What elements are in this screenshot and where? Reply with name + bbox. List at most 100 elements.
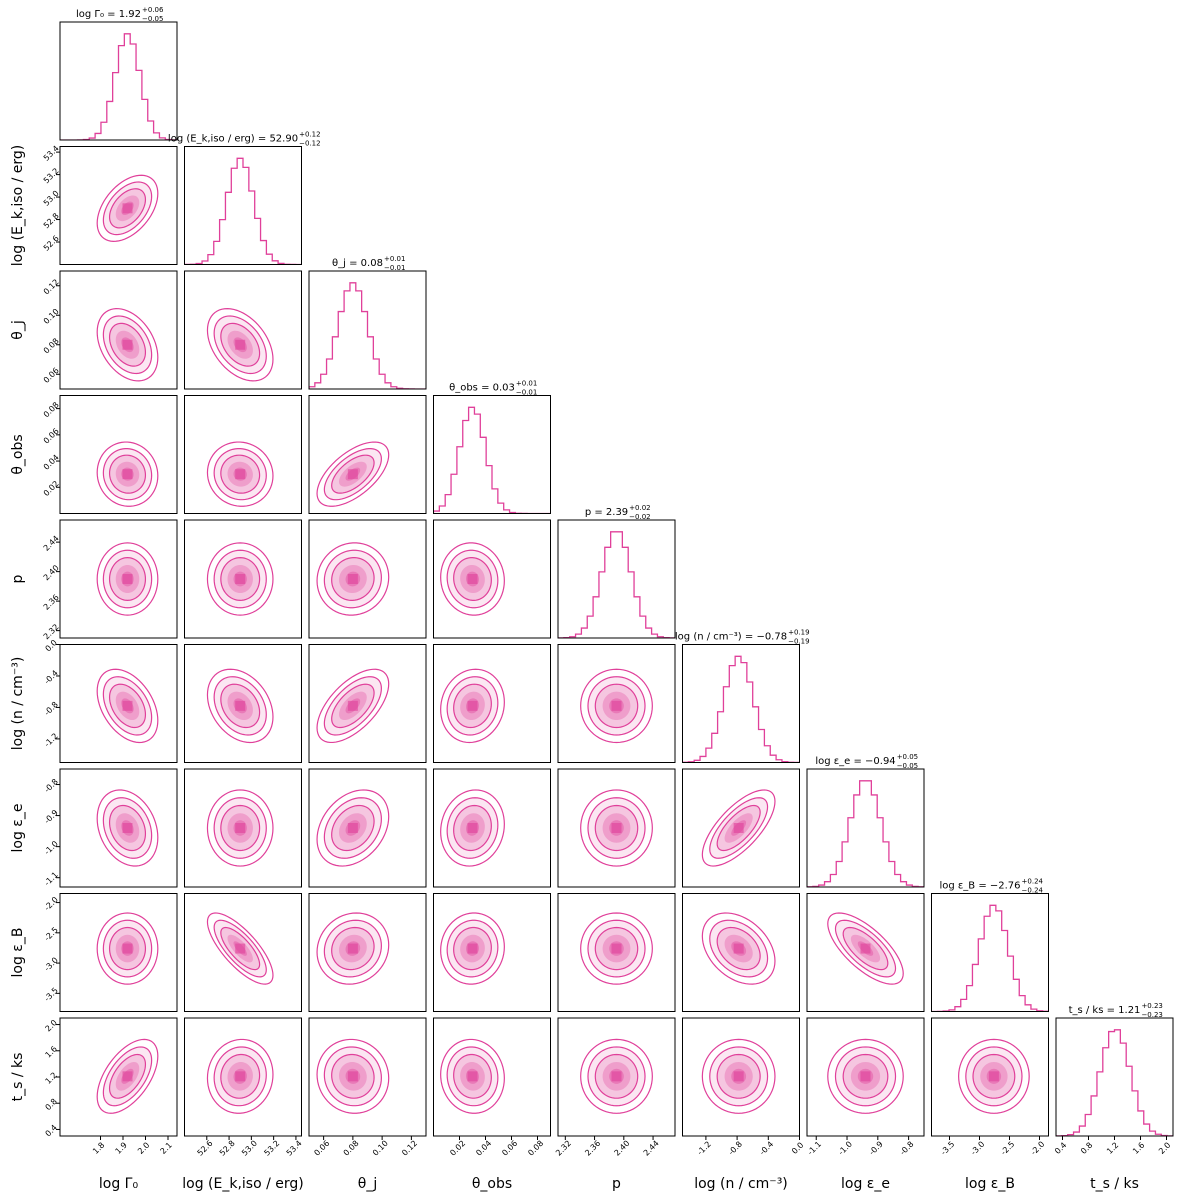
y-tick-label-8-4: 2.0 [44,1018,59,1033]
panel-6-1 [184,768,302,888]
contour-7-3-0 [440,912,505,985]
y-tick-label-5-1: -0.8 [43,700,60,717]
y-tick-label-1-0: 52.6 [42,234,61,253]
panel-frame-7-1 [184,893,302,1012]
y-tick-label-7-1: -3.0 [43,956,60,973]
panel-frame-8-7 [931,1017,1049,1137]
contour-6-3-0 [440,789,505,867]
density-peak-8-1 [235,1071,246,1082]
density-peak-3-2 [347,469,358,480]
panel-8-5: -1.2 -0.8 -0.4 0.0 [682,1017,805,1157]
y-tick-label-3-0: 0.02 [42,479,61,498]
x-tick-label-0-3: 2.1 [159,1141,174,1156]
panel-5-2 [308,644,427,763]
contour-3-0-0 [96,441,159,507]
x-tick-label-0-2: 2.0 [136,1141,151,1156]
x-axis-label-5: log (n / cm⁻³) [694,1176,788,1192]
x-tick-label-3-1: 0.04 [474,1139,493,1158]
density-peak-6-5 [733,823,744,833]
x-tick-label-8-3: 1.6 [1131,1141,1146,1156]
param-err-minus-7: −0.24 [1022,887,1044,895]
y-tick-label-2-3: 0.12 [42,278,61,297]
contour-6-4-0 [580,789,653,867]
x-tick-label-4-3: 2.44 [642,1139,661,1158]
panel-frame-8-8 [1055,1017,1174,1137]
panel-6-6: log ε_e = −0.94 +0.05−0.05 [806,753,925,888]
y-tick-label-1-1: 52.8 [42,211,61,230]
histogram-5 [682,655,800,763]
panel-7-7: log ε_B = −2.76 +0.24−0.24 [931,878,1049,1012]
panel-6-3 [433,768,551,888]
panel-7-0: -3.5 -3.0 -2.5 -2.0 [43,893,178,1012]
panel-8-7: -3.5 -3.0 -2.5 -2.0 [931,1017,1049,1157]
y-axis-label-4: p [10,574,26,583]
contour-8-3-0 [440,1038,505,1114]
x-tick-label-3-0: 0.02 [448,1139,467,1158]
param-err-plus-3: +0.01 [516,380,537,388]
density-peak-7-3 [467,943,478,954]
param-err-minus-5: −0.19 [788,638,809,646]
density-peak-8-3 [467,1071,478,1082]
param-err-minus-8: −0.23 [1141,1011,1162,1019]
density-peak-8-2 [347,1071,358,1082]
y-tick-label-4-1: 2.36 [42,593,61,612]
density-peak-7-0 [122,943,133,954]
y-tick-label-4-3: 2.44 [42,534,61,553]
y-tick-label-8-2: 1.2 [44,1071,59,1086]
density-peak-8-0 [122,1071,133,1082]
density-peak-5-2 [347,700,358,711]
x-tick-label-8-2: 1.2 [1105,1141,1120,1156]
y-tick-label-6-0: -1.1 [43,870,60,887]
contour-5-0-0 [96,668,159,744]
x-tick-label-4-0: 2.32 [554,1139,573,1158]
x-tick-label-6-0: -1.1 [806,1140,823,1157]
density-peak-4-1 [235,574,246,584]
contour-7-1-0 [206,912,274,985]
panel-frame-4-0 [59,519,178,639]
panel-frame-6-1 [184,768,302,888]
panel-5-0: -1.2-0.8-0.40.0 [43,638,178,763]
panel-2-1 [184,270,302,390]
contour-8-5-0 [701,1038,776,1114]
x-tick-label-4-1: 2.36 [583,1139,602,1158]
param-title-8: t_s / ks = 1.21 [1069,1005,1141,1016]
y-tick-label-1-4: 53.4 [42,144,61,163]
param-title-1: log (E_k,iso / erg) = 52.90 [168,134,298,145]
x-tick-label-1-4: 53.4 [285,1139,304,1158]
contour-8-0-0 [96,1038,159,1114]
panel-frame-7-0 [59,893,178,1012]
panel-7-1 [184,893,302,1012]
density-peak-7-4 [611,943,622,954]
param-err-minus-4: −0.02 [629,513,650,521]
panel-frame-6-6 [806,768,925,888]
panel-7-4 [557,893,676,1012]
param-err-minus-3: −0.01 [516,389,537,397]
y-tick-label-8-1: 0.8 [44,1097,59,1112]
param-err-minus-6: −0.05 [897,762,918,770]
x-axis-label-8: t_s / ks [1090,1176,1139,1192]
y-tick-label-3-3: 0.08 [42,400,61,419]
contour-7-2-0 [316,912,390,985]
histogram-1 [184,157,302,265]
contour-5-4-0 [580,668,653,744]
x-tick-label-5-3: 0.0 [790,1141,805,1156]
histogram-6 [807,780,924,887]
panel-frame-2-2 [308,270,427,390]
param-title-3: θ_obs = 0.03 [449,383,515,394]
panel-frame-5-0 [59,644,178,763]
panel-frame-8-6 [806,1017,925,1137]
panel-frame-4-4 [557,519,676,639]
density-peak-8-7 [988,1071,999,1082]
x-axis-label-0: log Γ₀ [99,1176,139,1192]
panel-8-6: -1.1 -1.0 -0.9 -0.8 [806,1017,925,1157]
histogram-4 [558,531,675,638]
y-axis-label-6: log ε_e [10,804,26,853]
x-tick-label-2-2: 0.10 [371,1139,390,1158]
panel-frame-6-4 [557,768,676,888]
y-tick-label-8-3: 1.6 [44,1044,59,1059]
panel-frame-7-3 [433,893,551,1012]
contour-2-0-0 [96,308,159,382]
density-peak-3-1 [235,469,246,480]
panel-frame-0-0 [59,21,178,141]
